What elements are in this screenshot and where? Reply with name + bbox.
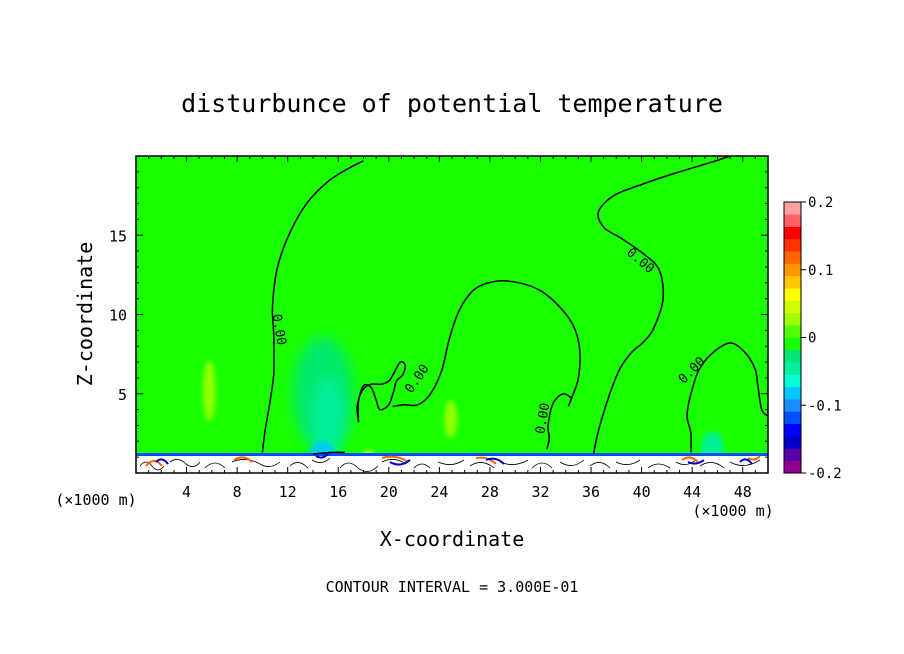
colorbar-swatch <box>784 325 801 338</box>
zero-contour-6 <box>312 451 345 455</box>
colorbar-tick-label: 0 <box>808 331 816 347</box>
x-tick-label: 48 <box>734 483 752 501</box>
colorbar-tick-label: -0.2 <box>808 466 842 482</box>
x-tick-label: 24 <box>430 483 448 501</box>
y-tick-label: 10 <box>109 307 127 325</box>
colorbar-tick-label: 0.1 <box>808 263 833 279</box>
y-tick-label: 15 <box>109 227 127 245</box>
x-tick-label: 36 <box>582 483 600 501</box>
zero-contour-0 <box>261 160 364 453</box>
colorbar-swatch <box>784 436 801 449</box>
x-axis-label: X-coordinate <box>380 527 525 551</box>
y-axis: 5 10 15 <box>109 171 768 458</box>
colorbar-tick-label: 0.2 <box>808 195 833 211</box>
colorbar-swatch <box>784 399 801 412</box>
contour-label: 0.00 <box>268 313 288 346</box>
x-tick-label: 28 <box>481 483 499 501</box>
colorbar-swatch <box>784 275 801 289</box>
surface-terrain-contours <box>139 457 761 472</box>
colorbar-swatch <box>784 337 801 351</box>
colorbar-swatch <box>784 202 801 215</box>
anomaly-blob-4 <box>444 400 458 439</box>
colorbar-swatch <box>784 251 801 264</box>
colorbar-swatch <box>784 226 801 240</box>
colorbar-swatch <box>784 238 801 252</box>
x-axis: 4 8 12 16 20 24 28 32 36 40 44 48 <box>148 156 756 501</box>
contour-label: 0.00 <box>533 402 553 435</box>
y-tick-label: 5 <box>118 386 127 404</box>
colorbar-swatch <box>784 374 801 388</box>
x-tick-label: 16 <box>329 483 347 501</box>
contour-interval: CONTOUR INTERVAL = 3.000E-01 <box>326 578 579 596</box>
zero-contour-1 <box>356 360 407 423</box>
zero-contour-3 <box>546 392 573 450</box>
colorbar-swatch <box>784 312 801 326</box>
x-tick-label: 40 <box>633 483 651 501</box>
colorbar-swatch <box>784 423 801 437</box>
x-tick-label: 44 <box>683 483 701 501</box>
zero-contours <box>261 156 768 455</box>
colorbar-tick-label: -0.1 <box>808 398 842 414</box>
x-tick-label: 12 <box>279 483 297 501</box>
colorbar-swatch <box>784 214 801 227</box>
colorbar-swatch <box>784 386 801 400</box>
surface-warm-contours <box>145 455 761 467</box>
anomaly-blob-1 <box>311 376 345 459</box>
x-unit-left: (×1000 m) <box>55 491 136 509</box>
colorbar-swatch <box>784 300 801 314</box>
zero-contour-5 <box>686 342 768 453</box>
colorbar-swatch <box>784 460 801 474</box>
surface-layer <box>136 453 768 473</box>
surface-edge-blue <box>136 453 768 456</box>
x-tick-label: 8 <box>233 483 242 501</box>
y-axis-label: Z-coordinate <box>73 242 97 387</box>
x-tick-label: 32 <box>531 483 549 501</box>
x-tick-label: 20 <box>380 483 398 501</box>
plot-area: 0.000.000.000.000.00 <box>135 155 769 474</box>
colorbar: 0.2 0.1 0 -0.1 -0.2 <box>783 195 842 482</box>
chart-title: disturbunce of potential temperature <box>181 89 723 118</box>
colorbar-swatch <box>784 263 801 277</box>
colorbar-swatch <box>784 362 801 375</box>
colorbar-swatch <box>784 349 801 363</box>
x-unit-right: (×1000 m) <box>692 502 773 520</box>
anomaly-blob-3 <box>202 360 216 421</box>
surface-cool-contours <box>155 453 753 466</box>
x-tick-label: 4 <box>182 483 191 501</box>
colorbar-swatch <box>784 411 801 425</box>
zero-contour-4 <box>592 156 731 455</box>
colorbar-swatch <box>784 448 801 461</box>
colorbar-swatch <box>784 288 801 301</box>
zero-contour-2 <box>392 280 581 408</box>
